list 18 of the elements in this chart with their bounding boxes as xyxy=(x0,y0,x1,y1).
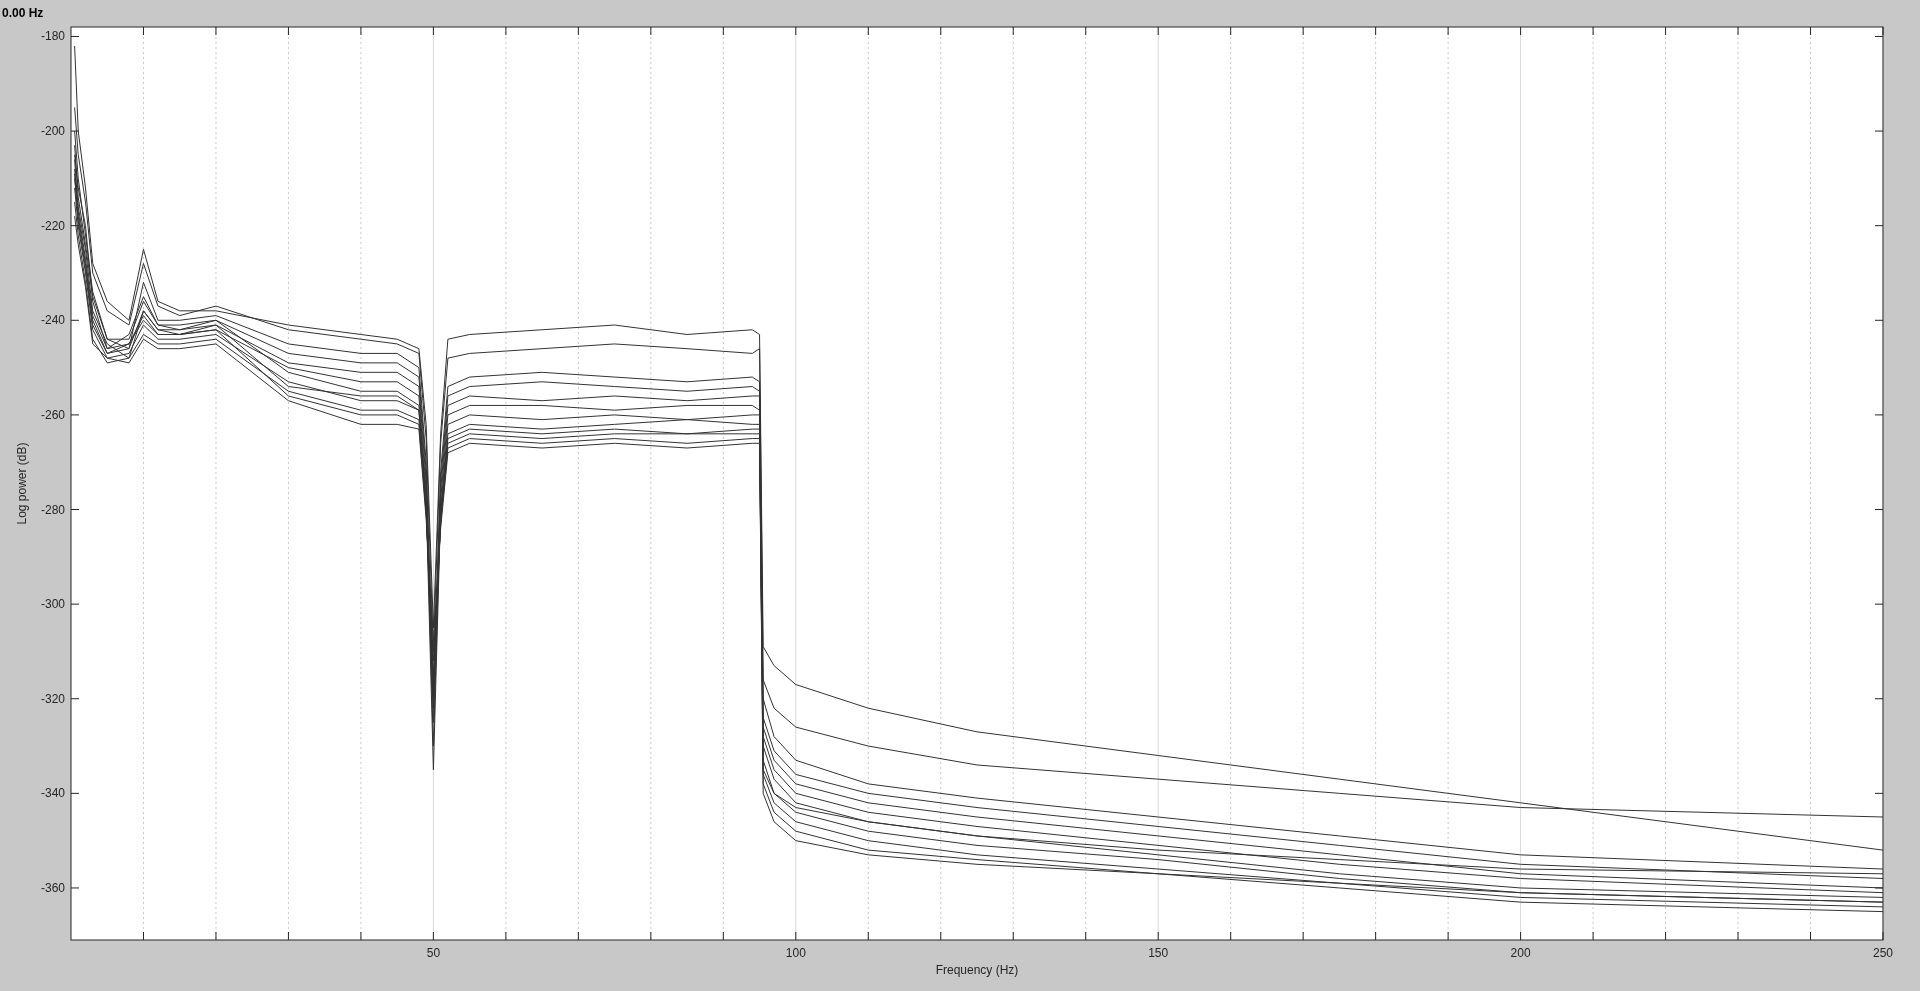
x-tick-label: 200 xyxy=(1510,946,1531,960)
y-tick-label: -300 xyxy=(40,597,66,612)
x-tick-label: 100 xyxy=(785,946,807,960)
y-tick-label: -320 xyxy=(40,691,66,706)
x-tick-label: 150 xyxy=(1148,946,1169,960)
y-tick-label: -280 xyxy=(40,502,66,517)
x-tick-label: 250 xyxy=(1872,946,1894,960)
y-tick-label: -180 xyxy=(40,29,66,44)
y-tick-label: -340 xyxy=(40,786,66,801)
x-tick-label: 50 xyxy=(426,946,441,960)
y-tick-label: -240 xyxy=(40,313,66,328)
x-axis-title: Frequency (Hz) xyxy=(935,963,1019,977)
y-tick-label: -360 xyxy=(40,880,66,895)
y-tick-label: -200 xyxy=(40,124,66,139)
y-tick-label: -220 xyxy=(40,218,66,233)
y-tick-label: -260 xyxy=(40,407,66,422)
chart-title: 0.00 Hz xyxy=(2,6,44,20)
y-axis-title: Log power (dB) xyxy=(15,442,29,525)
